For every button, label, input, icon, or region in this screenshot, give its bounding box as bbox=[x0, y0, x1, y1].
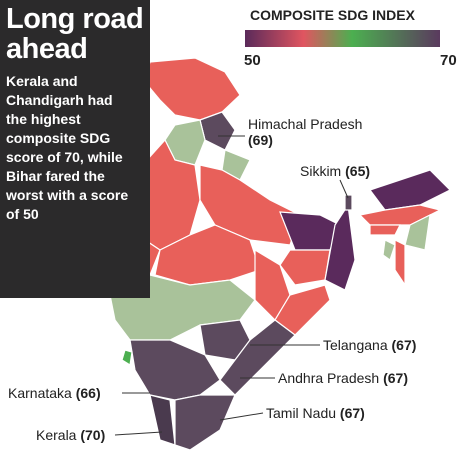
leader-lines bbox=[114, 135, 349, 436]
callout: Telangana (67) bbox=[323, 337, 416, 353]
title: Long road ahead bbox=[6, 3, 144, 65]
legend-min: 50 bbox=[244, 52, 261, 69]
score: (70) bbox=[80, 427, 106, 443]
score: (67) bbox=[383, 370, 408, 386]
state-name: Kerala bbox=[36, 427, 77, 443]
callout: Sikkim (65) bbox=[300, 163, 370, 179]
callout: Tamil Nadu (67) bbox=[266, 405, 365, 421]
legend-title: COMPOSITE SDG INDEX bbox=[250, 7, 415, 23]
legend-max: 70 bbox=[440, 52, 457, 69]
callout: Andhra Pradesh (67) bbox=[278, 370, 408, 386]
score: (67) bbox=[391, 337, 417, 353]
state-name: Tamil Nadu bbox=[266, 405, 337, 421]
score: (69) bbox=[248, 132, 273, 148]
callout: Kerala (70) bbox=[36, 427, 105, 443]
state-name: Telangana bbox=[323, 337, 388, 353]
state-name: Karnataka bbox=[8, 385, 72, 401]
callout: Karnataka (66) bbox=[8, 385, 101, 401]
state-name: Himachal Pradesh bbox=[248, 116, 363, 132]
legend-bar bbox=[245, 30, 440, 47]
callout: Himachal Pradesh (69) bbox=[248, 116, 362, 148]
score: (65) bbox=[345, 163, 371, 179]
states bbox=[79, 57, 452, 451]
description: Kerala and Chandigarh had the highest co… bbox=[6, 73, 129, 222]
state-name: Andhra Pradesh bbox=[278, 370, 380, 386]
score: (66) bbox=[75, 385, 101, 401]
score: (67) bbox=[339, 405, 365, 421]
text-panel bbox=[0, 0, 150, 298]
state-name: Sikkim bbox=[300, 163, 342, 179]
